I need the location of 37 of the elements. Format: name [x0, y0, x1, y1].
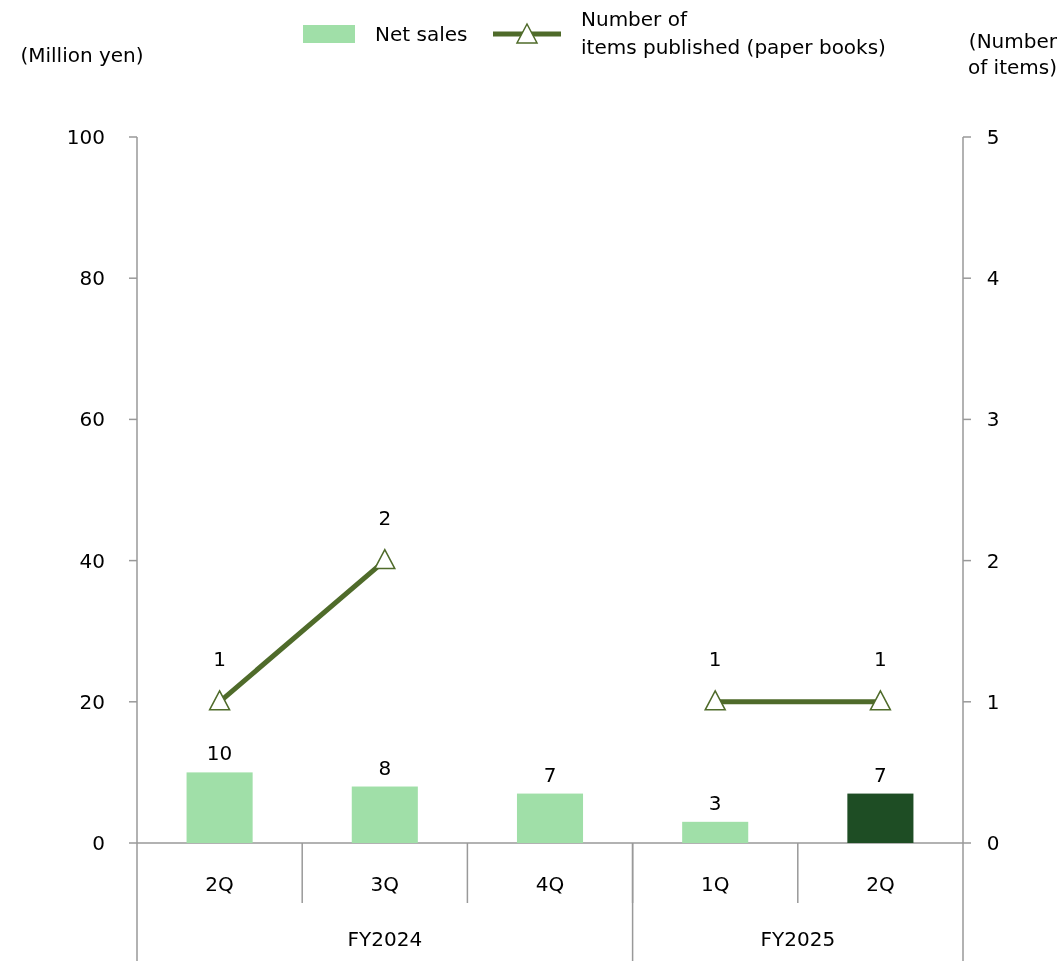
data-label: 2: [378, 505, 392, 530]
bar: [682, 821, 749, 843]
data-label: 8: [378, 755, 392, 780]
data-label: 7: [874, 762, 887, 787]
y-tick-label: 60: [79, 407, 105, 432]
y2-tick-label: 5: [986, 125, 1000, 149]
legend-label: Number of items published (paper books): [581, 7, 886, 59]
y2-tick-label: 1: [986, 689, 1000, 714]
y2-tick-label: 0: [986, 831, 1000, 855]
y-tick-label: 40: [79, 548, 105, 573]
y2-tick-label: 3: [986, 407, 1000, 432]
legend-label: Net sales: [375, 22, 468, 46]
y-tick-label: 100: [66, 125, 105, 149]
x-tick-label: 1Q: [700, 872, 730, 896]
bar: [351, 786, 418, 843]
x-tick-label: 4Q: [535, 872, 565, 896]
y-tick-label: 80: [79, 266, 105, 291]
text: FY2024: [347, 927, 423, 951]
text: FY2025: [760, 927, 836, 951]
data-label: 1: [708, 646, 722, 671]
x-tick-label: 2Q: [866, 872, 895, 896]
bar: [847, 793, 914, 843]
y-tick-label: 20: [79, 689, 105, 714]
data-label: 10: [206, 741, 233, 766]
y-axis-title: (Million yen): [20, 43, 144, 67]
y2-axis-title: (Number of items): [967, 29, 1058, 79]
data-label: 7: [543, 762, 557, 787]
x-tick-label: 2Q: [205, 872, 234, 896]
y2-tick-label: 2: [986, 548, 1000, 573]
data-label: 3: [708, 790, 722, 815]
data-label: 1: [213, 646, 226, 671]
x-tick-label: 3Q: [370, 872, 400, 896]
bar: [516, 793, 584, 843]
data-label: 1: [874, 646, 887, 671]
y2-tick-label: 4: [986, 266, 1000, 291]
bar: [186, 772, 253, 843]
y-tick-label: 0: [92, 831, 105, 855]
